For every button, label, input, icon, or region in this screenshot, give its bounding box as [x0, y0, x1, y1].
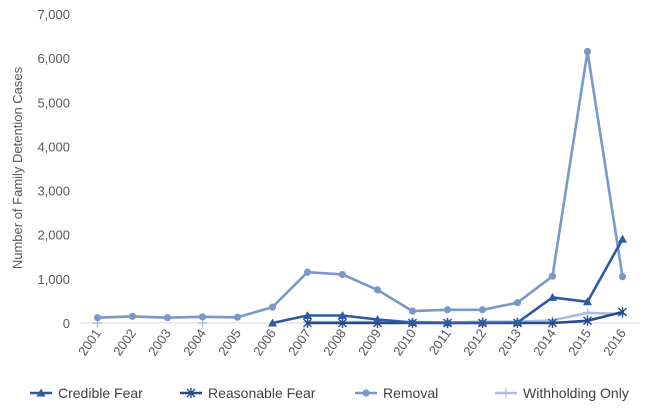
x-tick-label: 2016: [600, 326, 629, 358]
y-tick-label: 0: [63, 316, 70, 331]
x-tick-label: 2007: [285, 326, 314, 358]
data-point-credible-fear: [303, 310, 312, 319]
x-tick-label: 2014: [530, 326, 559, 358]
y-tick-label: 7,000: [37, 7, 70, 22]
data-point-removal: [618, 273, 627, 281]
series-removal: [93, 47, 627, 322]
legend-item-reasonable-fear: Reasonable Fear: [180, 385, 316, 401]
data-point-credible-fear: [338, 310, 347, 319]
legend-item-credible-fear: Credible Fear: [30, 385, 143, 401]
data-point-credible-fear: [583, 297, 592, 306]
legend: Credible Fear Reasonable Fear Removal Withh…: [30, 385, 629, 401]
x-tick-label: 2004: [180, 326, 209, 358]
series-line-removal: [96, 50, 624, 319]
x-tick-label: 2009: [355, 326, 384, 358]
legend-label: Reasonable Fear: [208, 385, 316, 401]
legend-label: Removal: [383, 385, 438, 401]
y-axis-title: Number of Family Detention Cases: [10, 66, 25, 269]
data-point-removal: [233, 313, 242, 321]
data-point-credible-fear: [268, 318, 277, 327]
data-point-removal: [163, 314, 172, 322]
series-layer: [93, 47, 627, 328]
y-tick-label: 3,000: [37, 184, 70, 199]
data-point-removal: [303, 268, 312, 276]
y-tick-label: 6,000: [37, 51, 70, 66]
x-tick-label: 2013: [495, 326, 524, 358]
data-point-reasonable-fear: [618, 306, 627, 317]
x-tick-label: 2002: [110, 326, 139, 358]
data-point-credible-fear: [478, 318, 487, 327]
x-tick-label: 2010: [390, 326, 419, 358]
legend-marker: [36, 388, 46, 397]
legend-label: Withholding Only: [523, 385, 629, 401]
x-tick-label: 2015: [565, 326, 594, 358]
data-point-credible-fear: [513, 318, 522, 327]
data-point-credible-fear: [548, 292, 557, 301]
legend-marker: [186, 388, 196, 398]
y-tick-label: 4,000: [37, 139, 70, 154]
x-tick-label: 2003: [145, 326, 174, 358]
data-point-reasonable-fear: [303, 318, 312, 328]
legend-item-withholding-only: Withholding Only: [495, 385, 629, 401]
data-point-removal: [408, 307, 417, 315]
x-tick-label: 2012: [460, 326, 489, 358]
data-point-removal: [198, 313, 207, 321]
x-tick-label: 2011: [426, 326, 454, 358]
data-point-removal: [583, 47, 592, 56]
legend-marker: [501, 388, 511, 398]
y-tick-label: 5,000: [37, 95, 70, 110]
legend-label: Credible Fear: [58, 385, 143, 401]
x-tick-label: 2005: [215, 326, 244, 358]
x-axis-ticks: 2001 2002 2003 2004 2005 2006 2007 2008 2009 2010…: [75, 326, 629, 358]
data-point-removal: [548, 272, 557, 280]
data-point-reasonable-fear: [338, 318, 347, 328]
y-axis-ticks: 0 1,000 2,000 3,000 4,000 5,000 6,000 7,000: [37, 7, 70, 331]
data-point-credible-fear: [443, 318, 452, 327]
data-point-credible-fear: [618, 234, 627, 243]
legend-marker: [362, 389, 370, 397]
data-point-removal: [128, 312, 137, 320]
data-point-removal: [93, 314, 102, 322]
x-tick-label: 2008: [320, 326, 349, 358]
data-point-reasonable-fear: [548, 318, 557, 328]
legend-item-removal: Removal: [355, 385, 438, 401]
data-point-removal: [338, 270, 347, 279]
x-tick-label: 2006: [250, 326, 279, 358]
data-point-removal: [373, 286, 382, 294]
data-point-credible-fear: [373, 314, 382, 323]
data-point-removal: [268, 303, 277, 311]
data-point-reasonable-fear: [583, 315, 592, 326]
x-tick-label: 2001: [75, 326, 104, 358]
y-tick-label: 2,000: [37, 228, 70, 243]
series-credible-fear: [268, 234, 627, 327]
data-point-removal: [478, 306, 487, 314]
data-point-removal: [513, 299, 522, 307]
data-point-removal: [443, 306, 452, 314]
y-tick-label: 1,000: [37, 272, 70, 287]
data-point-credible-fear: [408, 318, 417, 327]
